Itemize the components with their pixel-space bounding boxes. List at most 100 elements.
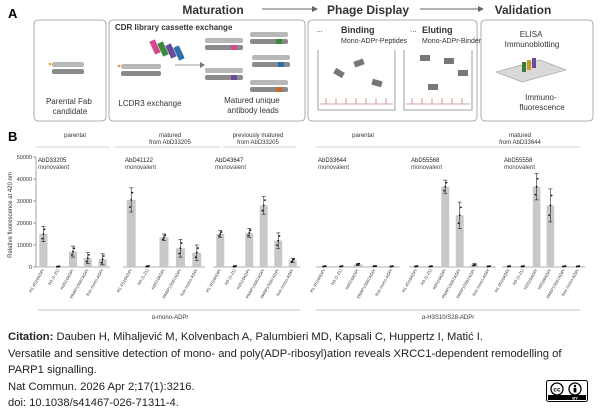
panel-title: AbD41122 bbox=[125, 158, 154, 164]
data-point bbox=[551, 195, 553, 197]
panel-subtitle: monovalent bbox=[318, 165, 349, 171]
data-point bbox=[446, 182, 448, 184]
data-point bbox=[565, 265, 567, 267]
data-point bbox=[178, 253, 180, 255]
panel-a-letter: A bbox=[8, 6, 18, 21]
data-point bbox=[458, 222, 460, 224]
x-tick-label: H3 (1-21) bbox=[419, 267, 432, 285]
x-tick-label: H3 (1-21) bbox=[330, 267, 343, 285]
citation-title: Versatile and sensitive detection of mon… bbox=[8, 348, 561, 377]
by-label: BY bbox=[572, 395, 578, 400]
data-point bbox=[293, 258, 295, 260]
y-tick-label: 40000 bbox=[17, 177, 32, 183]
dots-left: ... bbox=[316, 25, 323, 34]
data-point bbox=[180, 247, 182, 249]
immunofluorescence-label: Immuno- fluorescence bbox=[519, 93, 565, 112]
data-point bbox=[431, 265, 433, 267]
x-tick-label: free mono-ADPr bbox=[374, 267, 394, 296]
data-point bbox=[358, 263, 360, 265]
data-point bbox=[578, 265, 580, 267]
data-point bbox=[72, 251, 74, 253]
panel-title: AbD33644 bbox=[318, 158, 347, 164]
eluting-title: Eluting bbox=[422, 25, 453, 35]
data-point bbox=[164, 234, 166, 236]
data-point bbox=[181, 242, 183, 244]
data-point bbox=[235, 265, 237, 267]
panel-subtitle: monovalent bbox=[504, 165, 535, 171]
panel-subtitle: monovalent bbox=[215, 165, 246, 171]
bar bbox=[159, 237, 168, 267]
lineage-label: parental bbox=[352, 133, 374, 139]
data-point bbox=[218, 235, 220, 237]
data-point bbox=[162, 238, 164, 240]
phage-display-box bbox=[308, 20, 477, 121]
x-tick-label: H1 4S10ADPr bbox=[205, 267, 223, 293]
x-tick-label: H3 (1-21) bbox=[136, 267, 149, 285]
data-point bbox=[534, 194, 536, 196]
data-point bbox=[102, 258, 104, 260]
data-point bbox=[196, 252, 198, 254]
citation-journal: Nat Commun. 2026 Apr 2;17(1):3216. bbox=[8, 381, 195, 393]
panel-a: A Maturation Phage Display Validation Pa… bbox=[8, 3, 593, 121]
data-point bbox=[459, 214, 461, 216]
data-point bbox=[195, 256, 197, 258]
x-tick-label: H3S10ADPr bbox=[344, 267, 360, 290]
panel-b-letter: B bbox=[8, 129, 17, 144]
citation-authors: Dauben H, Mihaljević M, Kolvenbach A, Pa… bbox=[53, 331, 483, 343]
panel-subtitle: monovalent bbox=[125, 165, 156, 171]
bar bbox=[441, 187, 449, 267]
x-tick-label: H3 (1-21) bbox=[47, 267, 60, 285]
group-label-h3-adpr: α-H3S10/S28-ADPr bbox=[422, 315, 475, 321]
data-point bbox=[550, 205, 552, 207]
data-point bbox=[548, 214, 550, 216]
x-tick-label: H1 4S10ADPr bbox=[116, 267, 134, 293]
x-tick-label: H3 (1-21) bbox=[223, 267, 236, 285]
data-point bbox=[523, 265, 525, 267]
group-label-mono-adpr: α-mono-ADPr bbox=[152, 315, 189, 321]
binding-sub: Mono-ADPr-Peptides bbox=[341, 38, 408, 45]
panel-title: AbD55558 bbox=[504, 158, 533, 164]
bar bbox=[260, 205, 268, 267]
data-point bbox=[247, 235, 249, 237]
x-tick-label: H1 4S10ADPr bbox=[309, 267, 327, 293]
data-point bbox=[248, 232, 250, 234]
stage-maturation: Maturation bbox=[182, 3, 243, 17]
data-point bbox=[163, 236, 165, 238]
data-point bbox=[148, 265, 150, 267]
citation-label: Citation: bbox=[8, 331, 53, 343]
data-point bbox=[129, 206, 131, 208]
data-point bbox=[509, 265, 511, 267]
data-point bbox=[443, 190, 445, 192]
data-point bbox=[277, 240, 279, 242]
data-point bbox=[444, 186, 446, 188]
data-point bbox=[44, 228, 46, 230]
data-point bbox=[475, 263, 477, 265]
x-tick-label: H3S10ADPr bbox=[150, 267, 166, 290]
data-point bbox=[71, 254, 73, 256]
data-point bbox=[197, 247, 199, 249]
data-point bbox=[88, 254, 90, 256]
eluting-sub: Mono-ADPr-Binders bbox=[422, 38, 485, 45]
bar bbox=[216, 234, 224, 267]
data-point bbox=[250, 229, 252, 231]
data-point bbox=[43, 233, 45, 235]
data-point bbox=[219, 233, 221, 235]
svg-text:cc: cc bbox=[553, 387, 561, 394]
x-tick-label: H3 (1-21) bbox=[511, 267, 524, 285]
data-point bbox=[537, 178, 539, 180]
panel-subtitle: monovalent bbox=[38, 165, 69, 171]
x-tick-label: H1 4S10ADPr bbox=[28, 267, 46, 293]
data-point bbox=[263, 205, 265, 207]
lcdr3-exchange-label: LCDR3 exchange bbox=[118, 99, 182, 108]
stage-phage-display: Phage Display bbox=[327, 3, 409, 17]
x-tick-label: H3S10ADPr bbox=[235, 267, 251, 290]
data-point bbox=[130, 199, 132, 201]
x-tick-label: H3S10ADPr bbox=[431, 267, 447, 290]
